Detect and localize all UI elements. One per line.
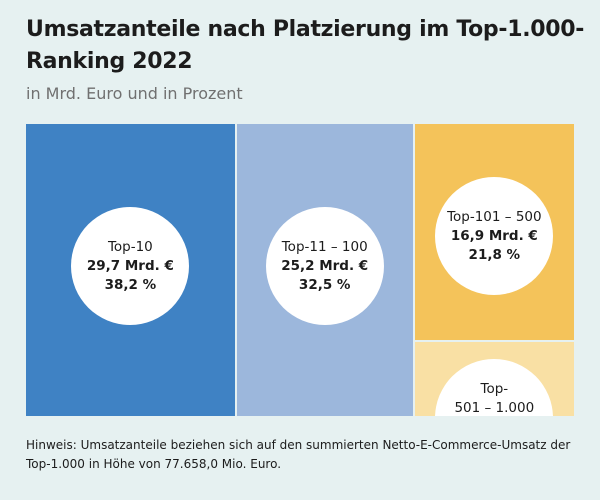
segment-label: Top-101 – 500 [447, 208, 542, 225]
chart-title: Umsatzanteile nach Platzierung im Top-1.… [26, 17, 585, 74]
segment-percent: 32,5 % [298, 276, 351, 293]
segment-label: Top- 501 – 1.000 [454, 381, 535, 416]
tile-top-501-1000: Top-501 – 1.0005,8 Mrd. €7,5 % [414, 342, 574, 416]
footnote: Hinweis: Umsatzanteile beziehen sich auf… [26, 438, 571, 471]
bubble-top-501-1000: Top-501 – 1.0005,8 Mrd. €7,5 % [435, 359, 554, 416]
segment-label: Top-11 – 100 [281, 238, 368, 255]
bubble-top-10: Top-10 29,7 Mrd. € 38,2 % [71, 207, 190, 325]
tile-top-11-100: Top-11 – 100 25,2 Mrd. € 32,5 % [236, 124, 413, 416]
segment-value: 16,9 Mrd. € [450, 227, 538, 244]
segment-label: Top-10 [107, 238, 153, 255]
segment-value: 29,7 Mrd. € [86, 257, 174, 274]
treemap: Top-10 29,7 Mrd. € 38,2 % Top-11 – 100 25,2 … [26, 124, 574, 416]
bubble-top-11-100: Top-11 – 100 25,2 Mrd. € 32,5 % [265, 207, 384, 325]
chart-subtitle: in Mrd. Euro und in Prozent [26, 84, 243, 103]
segment-value: 25,2 Mrd. € [281, 257, 369, 274]
segment-percent: 21,8 % [468, 246, 521, 263]
bubble-top-101-500: Top-101 – 500 16,9 Mrd. € 21,8 % [435, 177, 554, 295]
segment-percent: 38,2 % [104, 276, 157, 293]
tile-top-101-500: Top-101 – 500 16,9 Mrd. € 21,8 % [414, 124, 574, 341]
tile-top-10: Top-10 29,7 Mrd. € 38,2 % [26, 124, 235, 416]
